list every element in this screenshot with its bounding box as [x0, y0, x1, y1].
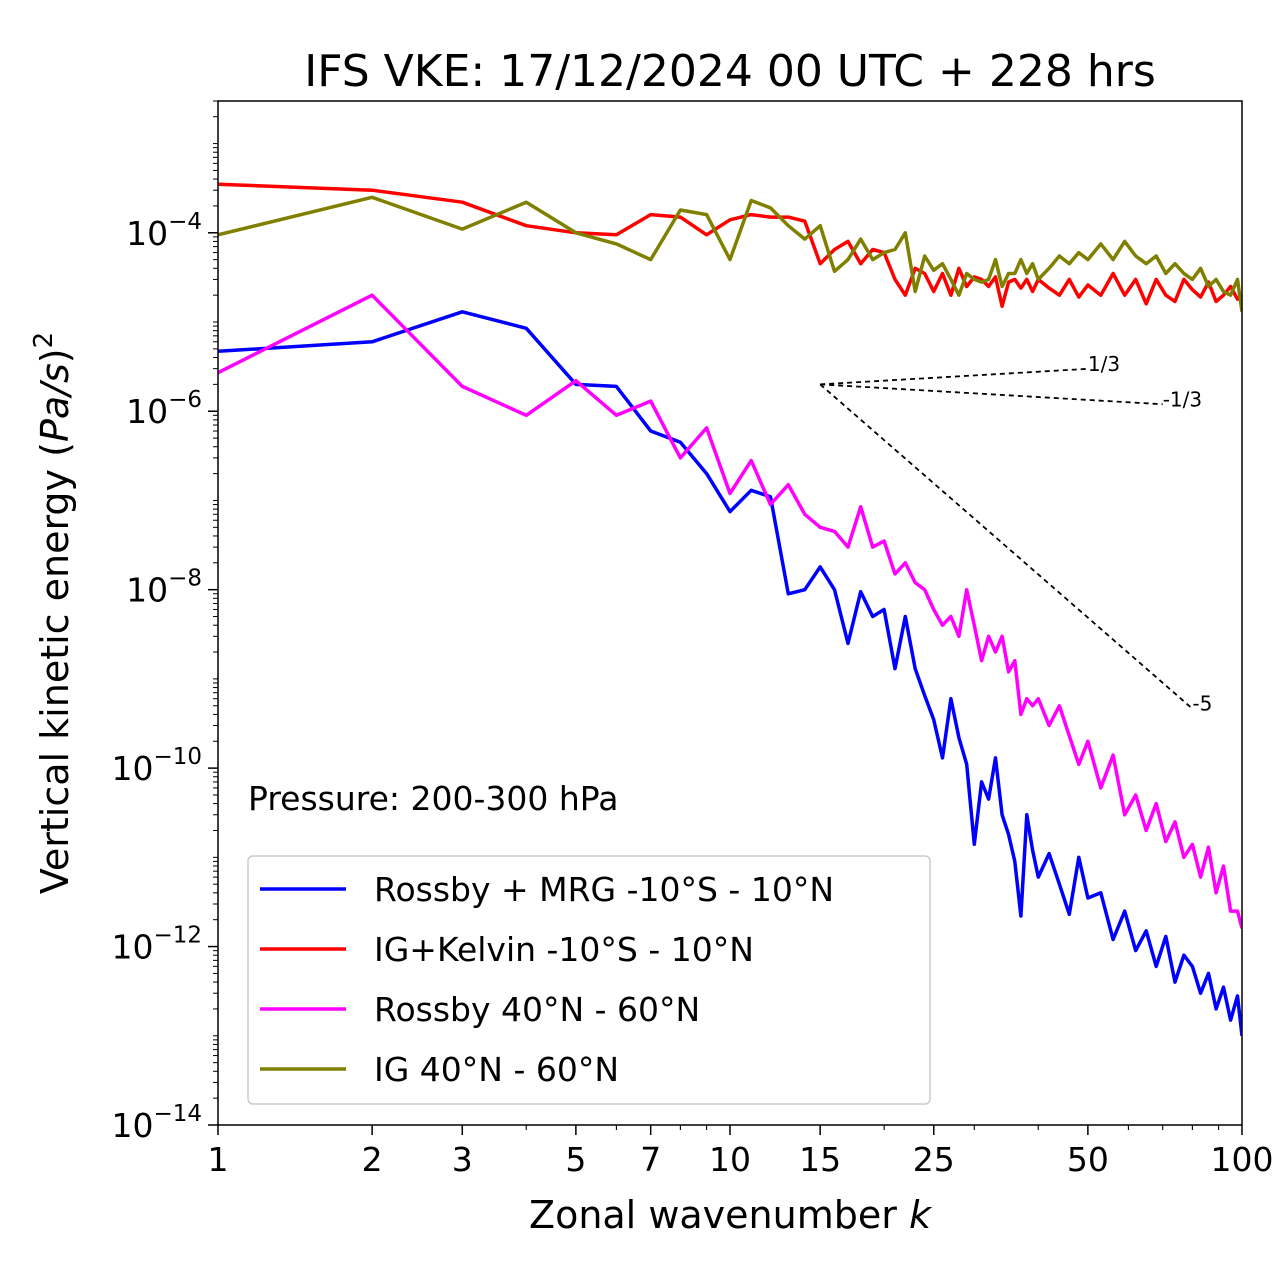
y-tick-label: 10−14: [111, 1101, 202, 1145]
x-tick-label: 1: [208, 1140, 229, 1179]
series-line-2: [218, 182, 1242, 309]
y-ticks: 10−4 10−6 10−8 10−10 10−12 10−14: [111, 100, 218, 1145]
series-line-3: [218, 293, 1242, 929]
x-tick-label: 10: [709, 1140, 751, 1179]
legend-label-2: IG+Kelvin -10°S - 10°N: [374, 930, 754, 969]
legend-frame: [247, 855, 931, 1105]
y-tick-label: 10−10: [111, 744, 202, 788]
series-line-1: [218, 310, 1242, 1036]
y-axis-label-text: Vertical kinetic energy (: [33, 442, 77, 894]
reference-line-label: -1/3: [1163, 387, 1202, 411]
y-tick-label: 10−6: [126, 387, 202, 431]
y-axis-label: Vertical kinetic energy (Pa/s)2: [29, 332, 77, 894]
x-axis-label-text: Zonal wavenumber: [529, 1193, 909, 1237]
x-tick-label: 2: [362, 1140, 383, 1179]
x-tick-label: 7: [640, 1140, 661, 1179]
series-layer: [218, 182, 1242, 1036]
x-axis-label-variable: k: [909, 1193, 933, 1237]
pressure-annotation: Pressure: 200-300 hPa: [248, 779, 618, 818]
x-tick-label: 100: [1211, 1140, 1274, 1179]
y-axis-label-close: ): [33, 348, 77, 363]
y-axis-label-exponent: 2: [29, 332, 59, 349]
x-tick-label: 3: [452, 1140, 473, 1179]
x-tick-label: 50: [1067, 1140, 1109, 1179]
x-tick-label: 25: [913, 1140, 955, 1179]
y-tick-label: 10−8: [126, 566, 202, 610]
x-axis-label: Zonal wavenumber k: [529, 1193, 933, 1237]
y-tick-label: 10−4: [126, 209, 202, 253]
reference-line-label: -5: [1192, 692, 1212, 716]
reference-line-3: [819, 383, 1193, 710]
x-tick-label: 5: [565, 1140, 586, 1179]
y-tick-label: 10−12: [111, 923, 202, 967]
legend-label-1: Rossby + MRG -10°S - 10°N: [374, 870, 834, 909]
legend: Rossby + MRG -10°S - 10°N IG+Kelvin -10°S…: [247, 855, 931, 1105]
x-ticks: 1 2 3 5 7 10 15 25 50 100: [208, 1125, 1274, 1179]
legend-label-4: IG 40°N - 60°N: [374, 1050, 619, 1089]
series-line-4: [218, 195, 1242, 313]
reference-lines-layer: 1/3 -1/3 -5: [819, 352, 1212, 716]
x-tick-label: 15: [799, 1140, 841, 1179]
y-axis-label-variable: Pa/s: [33, 363, 77, 442]
legend-label-3: Rossby 40°N - 60°N: [374, 990, 700, 1029]
reference-line-2: [820, 383, 1163, 406]
chart-title: IFS VKE: 17/12/2024 00 UTC + 228 hrs: [304, 46, 1156, 97]
reference-line-label: 1/3: [1088, 352, 1120, 376]
